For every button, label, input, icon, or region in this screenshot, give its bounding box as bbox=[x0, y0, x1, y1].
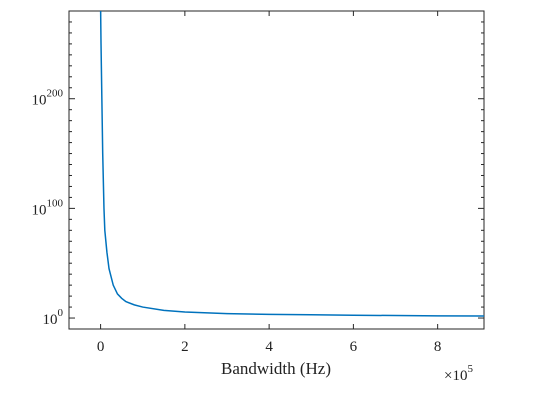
x-axis-multiplier-exponent: 5 bbox=[467, 363, 473, 375]
x-axis-multiplier: ×105 bbox=[444, 363, 473, 384]
x-tick-label: 8 bbox=[434, 339, 442, 355]
x-tick-label: 2 bbox=[181, 339, 189, 355]
series-line bbox=[99, 10, 485, 317]
axis-ticks bbox=[69, 10, 484, 330]
y-tick-label-base: 10 bbox=[43, 312, 58, 328]
x-axis-multiplier-base: ×10 bbox=[444, 368, 467, 384]
y-tick-label: 10100 bbox=[32, 197, 64, 218]
y-tick-label-exponent: 200 bbox=[47, 88, 64, 100]
x-axis-label: Bandwidth (Hz) bbox=[221, 359, 331, 378]
x-tick-labels: 0 2 4 6 8 bbox=[97, 339, 442, 355]
x-tick-label: 6 bbox=[350, 339, 358, 355]
y-tick-label: 100 bbox=[43, 307, 64, 328]
x-tick-label: 4 bbox=[265, 339, 273, 355]
y-tick-label-base: 10 bbox=[32, 202, 47, 218]
plot-area bbox=[68, 10, 485, 330]
y-tick-label-base: 10 bbox=[32, 93, 47, 109]
y-tick-label-exponent: 100 bbox=[47, 197, 64, 209]
y-tick-label-exponent: 0 bbox=[58, 307, 64, 319]
y-tick-label: 10200 bbox=[32, 88, 64, 109]
x-tick-label: 0 bbox=[97, 339, 105, 355]
